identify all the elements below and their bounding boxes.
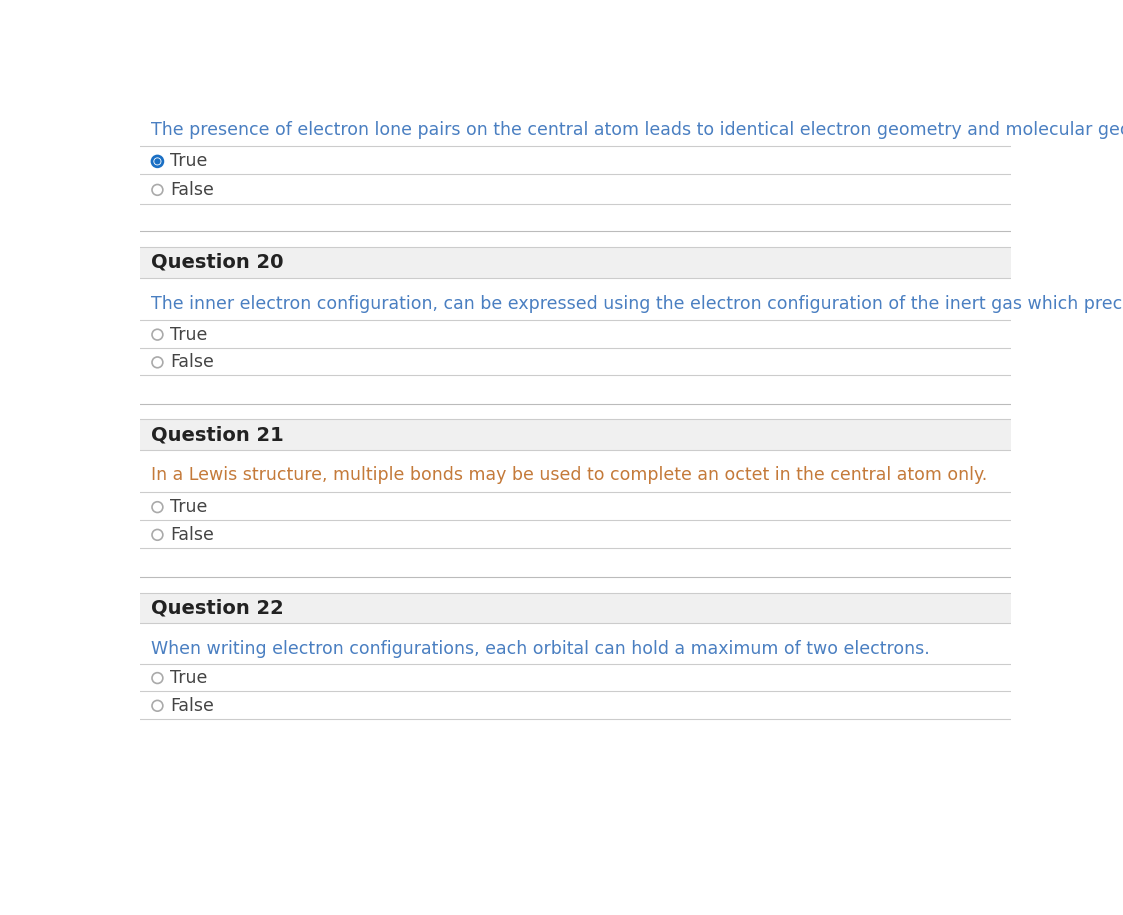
- Text: True: True: [170, 326, 208, 344]
- Bar: [140, 247, 1011, 277]
- Text: False: False: [170, 353, 213, 371]
- Text: True: True: [170, 498, 208, 516]
- Text: Question 20: Question 20: [152, 253, 284, 272]
- Circle shape: [155, 159, 159, 164]
- Text: When writing electron configurations, each orbital can hold a maximum of two ele: When writing electron configurations, ea…: [152, 640, 930, 658]
- Text: True: True: [170, 669, 208, 687]
- Text: False: False: [170, 526, 213, 544]
- Text: False: False: [170, 181, 213, 199]
- Text: True: True: [170, 153, 208, 170]
- Text: In a Lewis structure, multiple bonds may be used to complete an octet in the cen: In a Lewis structure, multiple bonds may…: [152, 467, 987, 484]
- Text: Question 22: Question 22: [152, 598, 284, 618]
- Text: The presence of electron lone pairs on the central atom leads to identical elect: The presence of electron lone pairs on t…: [152, 122, 1123, 139]
- Text: False: False: [170, 697, 213, 715]
- Bar: [140, 419, 1011, 450]
- Bar: [140, 593, 1011, 623]
- Text: The inner electron configuration, can be expressed using the electron configurat: The inner electron configuration, can be…: [152, 295, 1123, 313]
- Text: Question 21: Question 21: [152, 425, 284, 445]
